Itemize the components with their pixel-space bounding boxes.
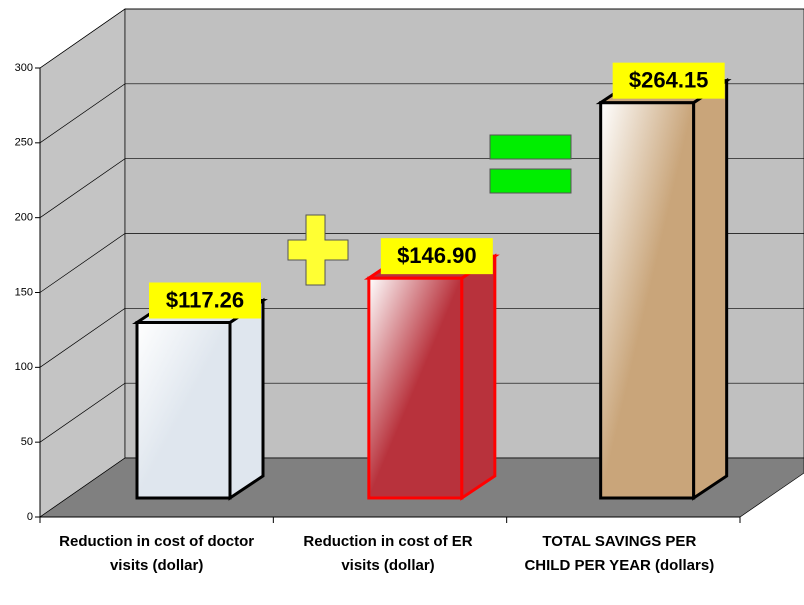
bar-front [135, 321, 232, 500]
y-tick-label: 0 [27, 511, 33, 523]
grid-line [39, 83, 804, 144]
value-labels: $117.26 $146.90 $264.15 [149, 62, 725, 319]
y-tick-label: 200 [15, 212, 33, 224]
grid-line [39, 307, 804, 368]
bar-side [692, 77, 729, 501]
value-label: $264.15 [629, 67, 709, 92]
y-tick-label: 100 [15, 361, 33, 373]
x-tick-label: TOTAL SAVINGS PER CHILD PER YEAR (dollar… [524, 533, 715, 574]
x-tick-label: Reduction in cost of ER visits (dollar) [303, 533, 473, 574]
y-tick-label: 150 [15, 286, 33, 298]
grid-line [39, 233, 804, 293]
y-tick-label: 250 [15, 137, 33, 149]
x-tick-label: Reduction in cost of doctor visits (doll… [59, 533, 255, 574]
bar-side [460, 253, 497, 501]
value-label: $117.26 [166, 287, 244, 312]
value-label-box [612, 62, 725, 99]
value-label-box [149, 282, 261, 319]
grid-line [39, 382, 804, 443]
bar-side [228, 297, 265, 501]
plus-sign [287, 214, 349, 286]
equals-sign [489, 134, 572, 194]
value-label-box [380, 238, 493, 275]
grid: 0 50 100 150 200 250 300 [15, 8, 804, 523]
y-tick-label: 300 [15, 62, 33, 74]
y-tick-label: 50 [21, 436, 33, 448]
bar-front [367, 276, 464, 500]
grid-line [39, 8, 804, 69]
grid-line [39, 158, 804, 218]
value-label: $146.90 [397, 243, 477, 268]
bar-front [599, 101, 696, 500]
